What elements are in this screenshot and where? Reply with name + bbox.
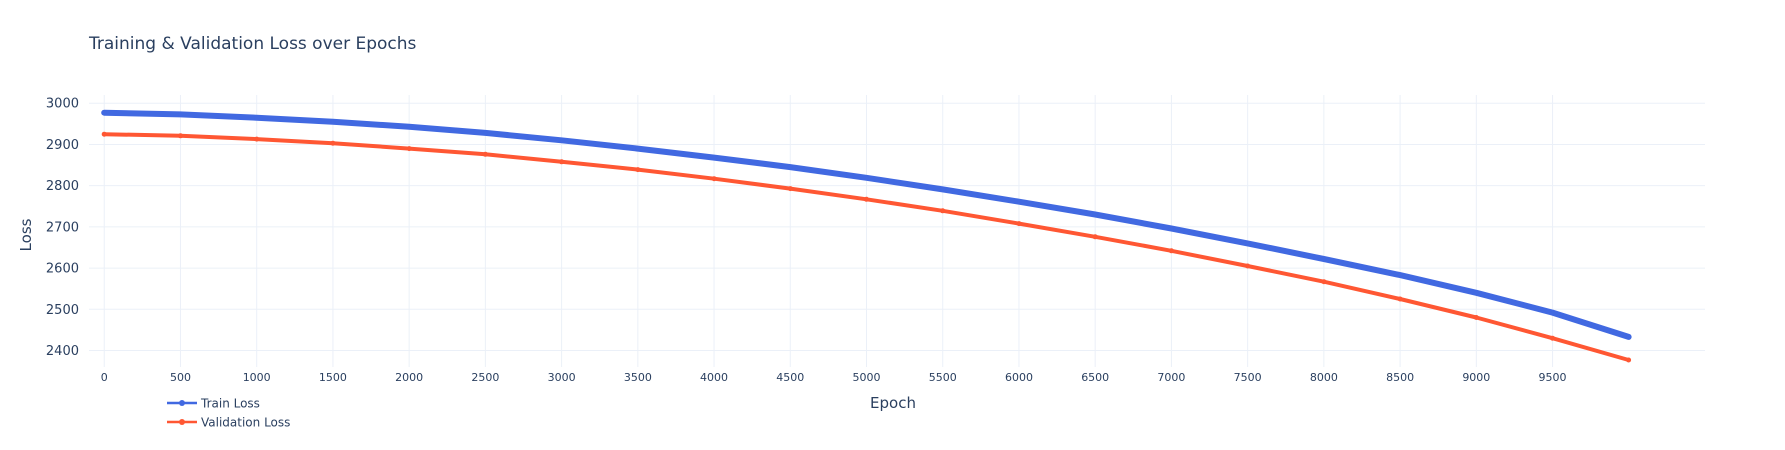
legend[interactable]: Train Loss Validation Loss <box>167 397 290 430</box>
data-point <box>787 164 793 170</box>
legend-item[interactable]: Validation Loss <box>167 416 290 430</box>
data-point <box>1016 221 1022 227</box>
x-tick-label: 0 <box>101 371 108 384</box>
y-axis-ticks: 2400 2500 2600 2700 2800 2900 3000 <box>46 97 79 359</box>
series-train-loss <box>101 109 1632 340</box>
data-point <box>1168 248 1174 254</box>
x-tick-label: 3500 <box>624 371 652 384</box>
data-point <box>482 151 488 157</box>
data-point <box>254 136 260 142</box>
data-point <box>559 159 565 165</box>
series-validation-loss <box>101 131 1632 363</box>
data-point <box>635 146 641 152</box>
data-point <box>1245 240 1251 246</box>
x-axis-ticks: 0 500 1000 1500 2000 2500 3000 3500 4000 4500 5000… <box>101 371 1567 384</box>
data-point <box>330 140 336 146</box>
data-point <box>330 119 336 125</box>
data-point <box>1550 310 1555 316</box>
x-tick-label: 8500 <box>1386 371 1414 384</box>
x-tick-label: 2500 <box>471 371 499 384</box>
data-point <box>178 133 183 139</box>
data-point <box>178 111 183 117</box>
legend-label: Train Loss <box>200 397 260 411</box>
data-point <box>940 186 946 192</box>
x-tick-label: 6500 <box>1081 371 1109 384</box>
x-tick-label: 6000 <box>1005 371 1033 384</box>
data-point <box>1092 234 1098 240</box>
data-point <box>1168 226 1174 231</box>
y-tick-label: 2700 <box>46 220 79 235</box>
data-point <box>1626 357 1632 363</box>
y-tick-label: 2900 <box>46 138 79 153</box>
data-point <box>1245 263 1251 269</box>
data-point <box>406 146 412 152</box>
x-tick-label: 9000 <box>1462 371 1490 384</box>
data-point <box>101 131 107 137</box>
legend-marker <box>179 400 185 406</box>
x-tick-label: 500 <box>170 371 191 384</box>
x-tick-label: 8000 <box>1310 371 1338 384</box>
chart-title: Training & Validation Loss over Epochs <box>88 34 417 54</box>
data-point <box>1473 290 1479 296</box>
x-tick-label: 1000 <box>243 371 271 384</box>
legend-marker <box>179 419 185 425</box>
y-tick-label: 2600 <box>46 262 79 277</box>
y-axis-title: Loss <box>17 218 35 251</box>
x-tick-label: 2000 <box>395 371 423 384</box>
data-point <box>406 124 412 130</box>
y-tick-label: 2500 <box>46 303 79 318</box>
data-point <box>1321 279 1327 285</box>
data-point <box>864 196 869 202</box>
data-point <box>864 175 869 181</box>
data-point <box>1473 315 1479 320</box>
data-point <box>254 115 260 121</box>
y-tick-label: 2400 <box>46 344 79 359</box>
x-tick-label: 5000 <box>853 371 881 384</box>
data-point <box>482 130 488 136</box>
y-tick-label: 3000 <box>46 97 79 112</box>
x-tick-label: 4500 <box>776 371 804 384</box>
x-tick-label: 1500 <box>319 371 347 384</box>
data-point <box>711 155 717 161</box>
x-tick-label: 5500 <box>929 371 957 384</box>
data-point <box>1321 256 1327 262</box>
y-tick-label: 2800 <box>46 179 79 194</box>
data-point <box>1550 335 1555 341</box>
data-point <box>101 110 107 116</box>
data-point <box>787 186 793 192</box>
data-point <box>635 167 641 173</box>
data-point <box>1016 199 1022 205</box>
x-tick-label: 7000 <box>1157 371 1185 384</box>
data-point <box>1092 212 1098 217</box>
data-point <box>1397 296 1403 302</box>
x-tick-label: 3000 <box>548 371 576 384</box>
series-lines <box>101 109 1632 363</box>
data-point <box>1397 272 1403 278</box>
grid <box>89 95 1705 367</box>
legend-label: Validation Loss <box>201 416 290 430</box>
data-point <box>711 176 717 182</box>
x-tick-label: 4000 <box>700 371 728 384</box>
data-point <box>940 208 946 214</box>
legend-item[interactable]: Train Loss <box>167 397 260 411</box>
data-point <box>1626 334 1632 340</box>
data-point <box>559 137 565 143</box>
x-tick-label: 7500 <box>1234 371 1262 384</box>
x-axis-title: Epoch <box>870 394 916 412</box>
x-tick-label: 9500 <box>1539 371 1567 384</box>
